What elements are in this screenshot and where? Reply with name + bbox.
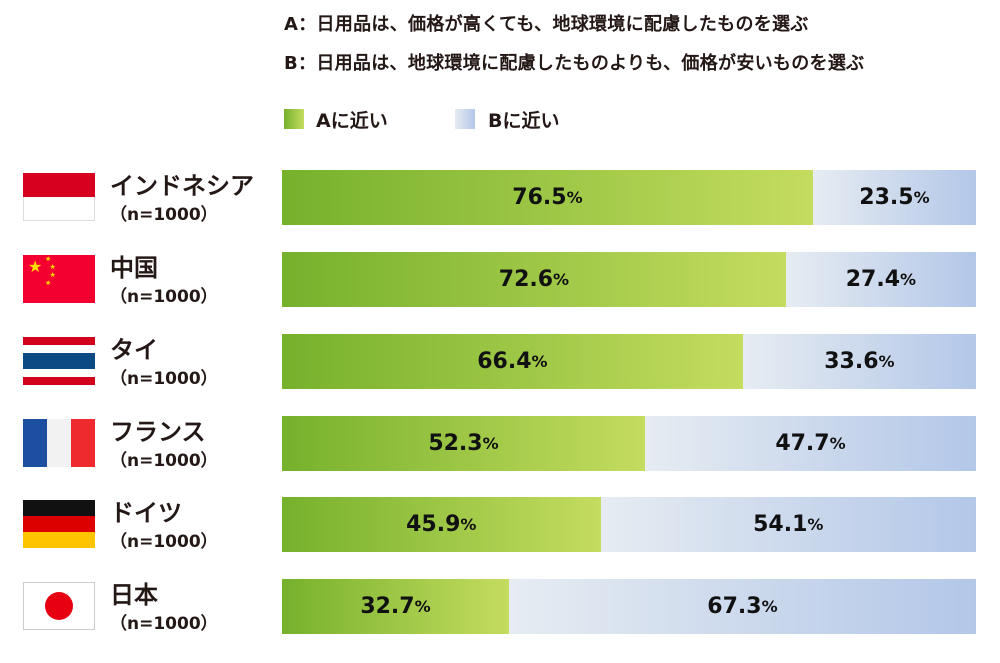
value-label-b: 27.4: [845, 267, 901, 292]
sample-size-label: （n=1000）: [110, 451, 218, 471]
value-label-a: 72.6: [498, 267, 554, 292]
definition-b: B：日用品は、地球環境に配慮したものよりも、価格が安いものを選ぶ: [284, 53, 865, 74]
unit-label: %: [807, 515, 824, 534]
value-label-a: 32.7: [360, 594, 415, 619]
value-label-b: 33.6: [824, 349, 879, 374]
bar-a: 72.6%: [282, 252, 786, 307]
china-flag-icon: ★ ★ ★ ★ ★: [23, 255, 95, 303]
bar-b: 33.6%: [742, 334, 976, 389]
bar-b: 47.7%: [644, 416, 976, 471]
row-thailand: タイ （n=1000） 66.4% 33.6%: [0, 334, 1000, 389]
bar-a: 52.3%: [282, 416, 645, 471]
value-label-b: 47.7: [775, 431, 830, 456]
bar-b: 23.5%: [812, 170, 976, 225]
value-label-a: 76.5: [512, 185, 567, 210]
bar-b: 67.3%: [508, 579, 976, 634]
thailand-flag-icon: [23, 337, 95, 385]
bar-b: 54.1%: [600, 497, 976, 552]
row-indonesia: インドネシア （n=1000） 76.5% 23.5%: [0, 170, 1000, 225]
value-label-b: 54.1: [753, 512, 808, 537]
sample-size-label: （n=1000）: [110, 287, 218, 307]
legend-label-a: Aに近い: [316, 110, 388, 132]
sample-size-label: （n=1000）: [110, 614, 218, 634]
country-label: 中国: [110, 254, 158, 282]
unit-label: %: [913, 188, 930, 207]
value-label-b: 67.3: [707, 594, 762, 619]
country-label: タイ: [110, 336, 158, 364]
country-label: フランス: [110, 418, 206, 446]
unit-label: %: [900, 270, 917, 289]
unit-label: %: [460, 515, 477, 534]
indonesia-flag-icon: [23, 173, 95, 221]
row-japan: 日本 （n=1000） 32.7% 67.3%: [0, 579, 1000, 634]
bar-a: 32.7%: [282, 579, 509, 634]
bar-a: 45.9%: [282, 497, 601, 552]
row-china: ★ ★ ★ ★ ★ 中国 （n=1000） 72.6% 27.4%: [0, 252, 1000, 307]
unit-label: %: [414, 597, 431, 616]
germany-flag-icon: [23, 500, 95, 548]
legend-swatch-b: [455, 109, 475, 129]
legend-label-b: Bに近い: [488, 110, 560, 132]
unit-label: %: [566, 188, 583, 207]
japan-flag-icon: [23, 582, 95, 630]
bar-b: 27.4%: [785, 252, 976, 307]
value-label-b: 23.5: [859, 185, 914, 210]
bar-a: 66.4%: [282, 334, 743, 389]
unit-label: %: [829, 434, 846, 453]
country-label: ドイツ: [110, 499, 182, 527]
sample-size-label: （n=1000）: [110, 205, 218, 225]
bar-a: 76.5%: [282, 170, 813, 225]
country-label: 日本: [110, 581, 158, 609]
legend-swatch-a: [284, 109, 304, 129]
unit-label: %: [878, 352, 895, 371]
value-label-a: 45.9: [406, 512, 461, 537]
unit-label: %: [761, 597, 778, 616]
row-france: フランス （n=1000） 52.3% 47.7%: [0, 416, 1000, 471]
definition-a: A：日用品は、価格が高くても、地球環境に配慮したものを選ぶ: [284, 14, 809, 35]
sample-size-label: （n=1000）: [110, 369, 218, 389]
row-germany: ドイツ （n=1000） 45.9% 54.1%: [0, 497, 1000, 552]
france-flag-icon: [23, 419, 95, 467]
unit-label: %: [553, 270, 570, 289]
unit-label: %: [482, 434, 499, 453]
sample-size-label: （n=1000）: [110, 532, 218, 552]
value-label-a: 52.3: [428, 431, 483, 456]
unit-label: %: [531, 352, 548, 371]
country-label: インドネシア: [110, 172, 254, 200]
value-label-a: 66.4: [477, 349, 532, 374]
